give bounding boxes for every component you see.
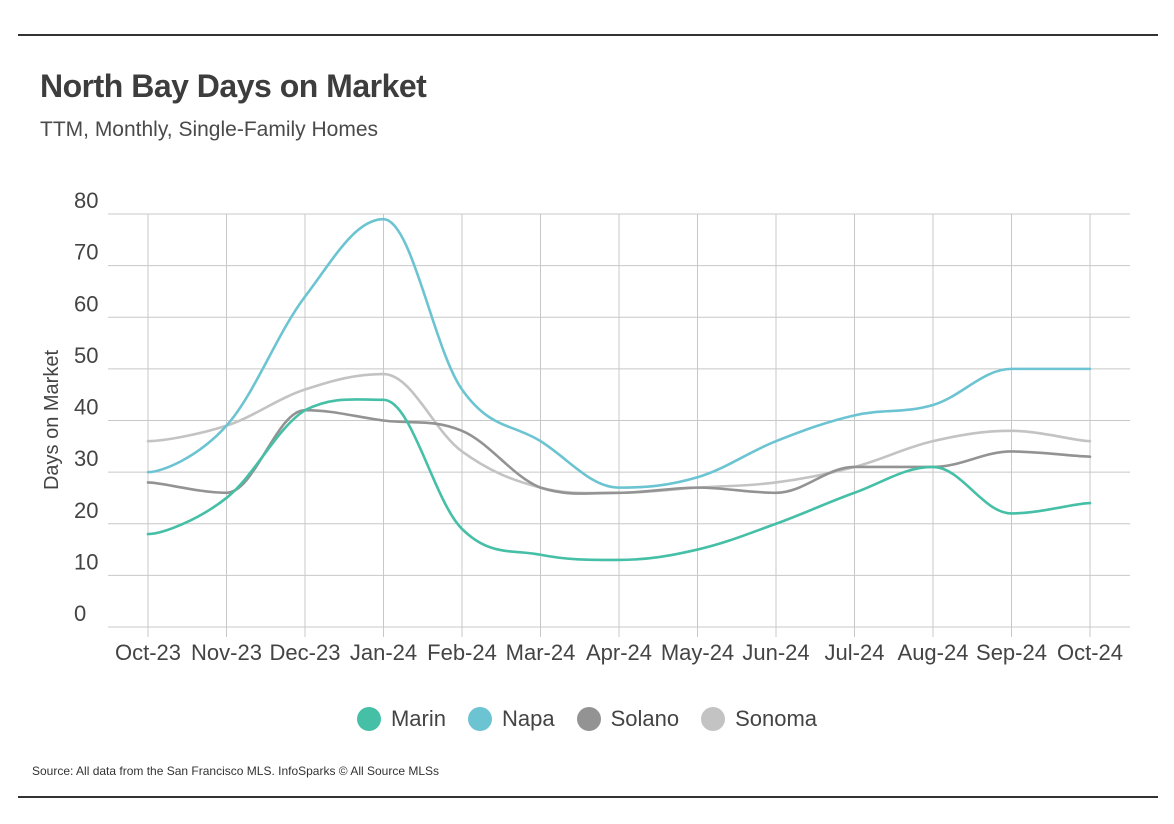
x-tick-label: Nov-23 [191,640,262,665]
x-tick-label: Aug-24 [898,640,969,665]
series-line-marin [146,398,1092,562]
y-tick-label: 50 [74,343,98,368]
y-axis-ticks: 0 10 20 30 40 50 60 70 80 [74,188,98,626]
legend-swatch-icon [576,707,601,731]
legend-swatch-icon [356,707,381,731]
legend-item-marin: Marin [356,706,446,732]
x-tick-label: Jun-24 [742,640,809,665]
legend-swatch-icon [701,707,726,731]
legend-item-napa: Napa [467,706,555,732]
grid-lines [108,213,1130,637]
legend-item-sonoma: Sonoma [701,706,817,732]
x-tick-label: Apr-24 [586,640,652,665]
x-tick-label: Mar-24 [506,640,576,665]
x-tick-label: Dec-23 [270,640,341,665]
legend-label: Marin [390,706,446,731]
x-tick-label: Jul-24 [825,640,885,665]
y-axis-label: Days on Market [41,350,63,490]
legend: Marin Napa Solano Sonoma [0,706,1174,732]
legend-label: Sonoma [735,706,818,731]
legend-swatch-icon [467,707,492,731]
series-lines [146,217,1092,562]
x-tick-label: May-24 [661,640,734,665]
chart-title: North Bay Days on Market [40,68,427,104]
x-axis-ticks: Oct-23 Nov-23 Dec-23 Jan-24 Feb-24 Mar-24 Apr-… [115,640,1123,665]
chart-subtitle: TTM, Monthly, Single-Family Homes [40,118,379,141]
source-note: Source: All data from the San Francisco … [32,764,440,778]
y-tick-label: 80 [74,188,98,213]
top-rule [18,34,1158,36]
x-tick-label: Feb-24 [427,640,497,665]
y-tick-label: 70 [74,240,98,265]
y-tick-label: 40 [74,395,98,420]
x-tick-label: Jan-24 [350,640,417,665]
y-tick-label: 10 [74,549,98,574]
series-line-napa [146,217,1092,489]
x-tick-label: Sep-24 [976,640,1047,665]
x-tick-label: Oct-23 [115,640,181,665]
y-tick-label: 20 [74,498,98,523]
legend-label: Solano [610,706,680,731]
y-tick-label: 0 [74,601,86,626]
y-tick-label: 30 [74,446,98,471]
bottom-rule [18,796,1158,798]
legend-item-solano: Solano [576,706,680,732]
y-tick-label: 60 [74,291,98,316]
legend-label: Napa [501,706,555,731]
x-tick-label: Oct-24 [1057,640,1123,665]
